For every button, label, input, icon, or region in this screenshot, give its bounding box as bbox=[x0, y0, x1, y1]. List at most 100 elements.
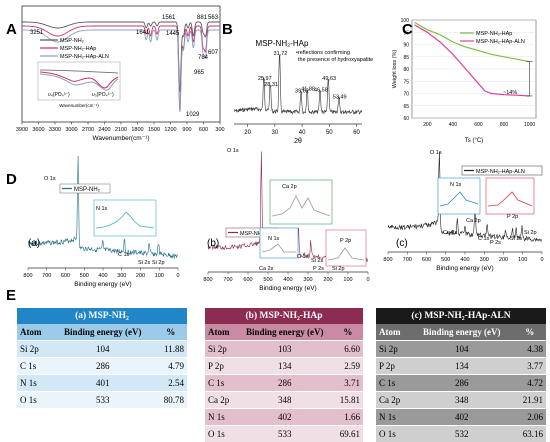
table-cell: Ca 2p bbox=[376, 392, 410, 409]
ftir-x-tick-label: 2700 bbox=[82, 127, 94, 133]
ftir-x-tick-label: 900 bbox=[182, 127, 191, 133]
tga-x-tick-label: 600 bbox=[474, 122, 483, 128]
table-c-h-be: Binding energy (eV) bbox=[410, 324, 513, 341]
table-cell: 4.79 bbox=[154, 358, 187, 375]
xps-c-inset-p bbox=[486, 178, 534, 214]
table-cell: N 1s bbox=[205, 409, 237, 426]
table-cell: 134 bbox=[237, 358, 333, 375]
table-cell: C 1s bbox=[205, 375, 237, 392]
xps-x-tick-label: 400 bbox=[98, 273, 107, 279]
ftir-legend: MSP-NH₂ MSP-NH₂-HAp MSP-NH₂-HAp-ALN bbox=[40, 38, 109, 60]
panel-letter-e: E bbox=[6, 287, 16, 304]
table-a-h-pct: % bbox=[154, 324, 187, 341]
table-a-h-atom: Atom bbox=[17, 324, 51, 341]
table-b-title: (b) MSP-NH₂-HAp bbox=[205, 308, 363, 324]
table-cell: 402 bbox=[410, 409, 513, 426]
xrd-peak-label: 41,88 bbox=[301, 86, 315, 92]
tga-y-tick-label: 90 bbox=[403, 43, 409, 49]
table-cell: N 1s bbox=[17, 375, 51, 392]
tga-legend-hap: MSP-NH₂-HAp bbox=[476, 31, 512, 37]
table-c-h-pct: % bbox=[513, 324, 546, 341]
table-cell: 2.06 bbox=[513, 409, 546, 426]
table-b-h-pct: % bbox=[333, 324, 363, 341]
tga-y-tick-label: 100 bbox=[401, 18, 410, 24]
table-cell: C 1s bbox=[376, 375, 410, 392]
xps-a-peak-si2p: Si 2p bbox=[152, 260, 165, 266]
xps-b-peak-o1s: O 1s bbox=[227, 148, 239, 154]
xps-a-peak-n1s: N 1s bbox=[96, 206, 108, 212]
table-cell: 104 bbox=[410, 341, 513, 358]
table-cell: 104 bbox=[51, 341, 154, 358]
table-cell: 401 bbox=[51, 375, 154, 392]
xps-c-peak-ca2p: Ca 2p bbox=[466, 218, 481, 224]
tga-x-tick-label: 1000 bbox=[524, 122, 535, 128]
table-cell: 3.71 bbox=[333, 375, 363, 392]
panel-letter-b: B bbox=[222, 21, 233, 38]
xps-b-peak-p2p: P 2p bbox=[340, 238, 351, 244]
tga-y-tick-label: 95 bbox=[403, 30, 409, 36]
xrd-x-tick-label: 30 bbox=[272, 130, 279, 136]
xrd-x-label: 2θ bbox=[294, 138, 302, 145]
table-cell: 63.16 bbox=[513, 426, 546, 442]
xps-a-peak-si2s: Si 2s bbox=[138, 260, 150, 266]
table-a-h-be: Binding energy (eV) bbox=[51, 324, 154, 341]
tga-y-tick-label: 80 bbox=[403, 67, 409, 73]
peak-label-607: 607 bbox=[208, 50, 219, 56]
xps-b-label: (b) bbox=[207, 238, 219, 249]
ftir-x-tick-label: 3000 bbox=[65, 127, 77, 133]
xps-x-tick-label: 200 bbox=[323, 277, 332, 283]
xps-x-tick-label: 600 bbox=[422, 257, 431, 263]
xrd-x-tick-label: 40 bbox=[299, 130, 306, 136]
table-cell: 533 bbox=[237, 426, 333, 442]
xps-b-peak-ca2s: Ca 2s bbox=[259, 266, 274, 272]
tga-y-tick-label: 85 bbox=[403, 55, 409, 61]
xps-c-peak-c1s: C 1s bbox=[478, 236, 490, 242]
xps-x-tick-label: 100 bbox=[343, 277, 352, 283]
legend-label-msp-hap: MSP-NH₂-HAp bbox=[60, 46, 96, 52]
table-cell: 3.77 bbox=[513, 358, 546, 375]
xps-x-tick-label: 200 bbox=[136, 273, 145, 279]
xps-x-tick-label: 300 bbox=[303, 277, 312, 283]
xrd-peak-label: 46,58 bbox=[314, 88, 328, 94]
table-cell: 286 bbox=[410, 375, 513, 392]
ftir-x-tick-label: 2100 bbox=[115, 127, 127, 133]
peak-label-1445: 1445 bbox=[166, 31, 180, 37]
table-cell: 348 bbox=[237, 392, 333, 409]
ftir-x-tick-label: 600 bbox=[199, 127, 208, 133]
xps-x-tick-label: 300 bbox=[480, 257, 489, 263]
xrd-peak-label: 28,31 bbox=[264, 82, 278, 88]
xps-c-peak-ca2s: Ca 2s bbox=[443, 230, 458, 236]
xps-x-tick-label: 200 bbox=[499, 257, 508, 263]
table-cell: 533 bbox=[51, 392, 154, 409]
ftir-x-tick-label: 300 bbox=[215, 127, 224, 133]
xps-x-tick-label: 0 bbox=[540, 257, 543, 263]
table-cell: 134 bbox=[410, 358, 513, 375]
xps-a-peak-o1s: O 1s bbox=[44, 176, 56, 182]
peak-label-1641: 1641 bbox=[136, 30, 150, 36]
table-cell: 2.59 bbox=[333, 358, 363, 375]
table-cell: 6.60 bbox=[333, 341, 363, 358]
table-cell: 532 bbox=[410, 426, 513, 442]
ftir-x-tick-label: 3600 bbox=[32, 127, 44, 133]
table-cell: 286 bbox=[51, 358, 154, 375]
table-cell: O 1s bbox=[376, 426, 410, 442]
ftir-x-tick-label: 1500 bbox=[148, 127, 160, 133]
peak-label-1561: 1561 bbox=[162, 15, 176, 21]
table-cell: C 1s bbox=[17, 358, 51, 375]
xps-x-tick-label: 0 bbox=[176, 273, 179, 279]
xps-x-tick-label: 0 bbox=[366, 277, 369, 283]
tga-x-tick-label: 200 bbox=[423, 122, 432, 128]
table-cell: Si 2p bbox=[376, 341, 410, 358]
xps-x-label: Binding energy (eV) bbox=[436, 265, 493, 272]
table-a-title: (a) MSP-NH₂ bbox=[17, 308, 187, 324]
table-cell: 348 bbox=[410, 392, 513, 409]
